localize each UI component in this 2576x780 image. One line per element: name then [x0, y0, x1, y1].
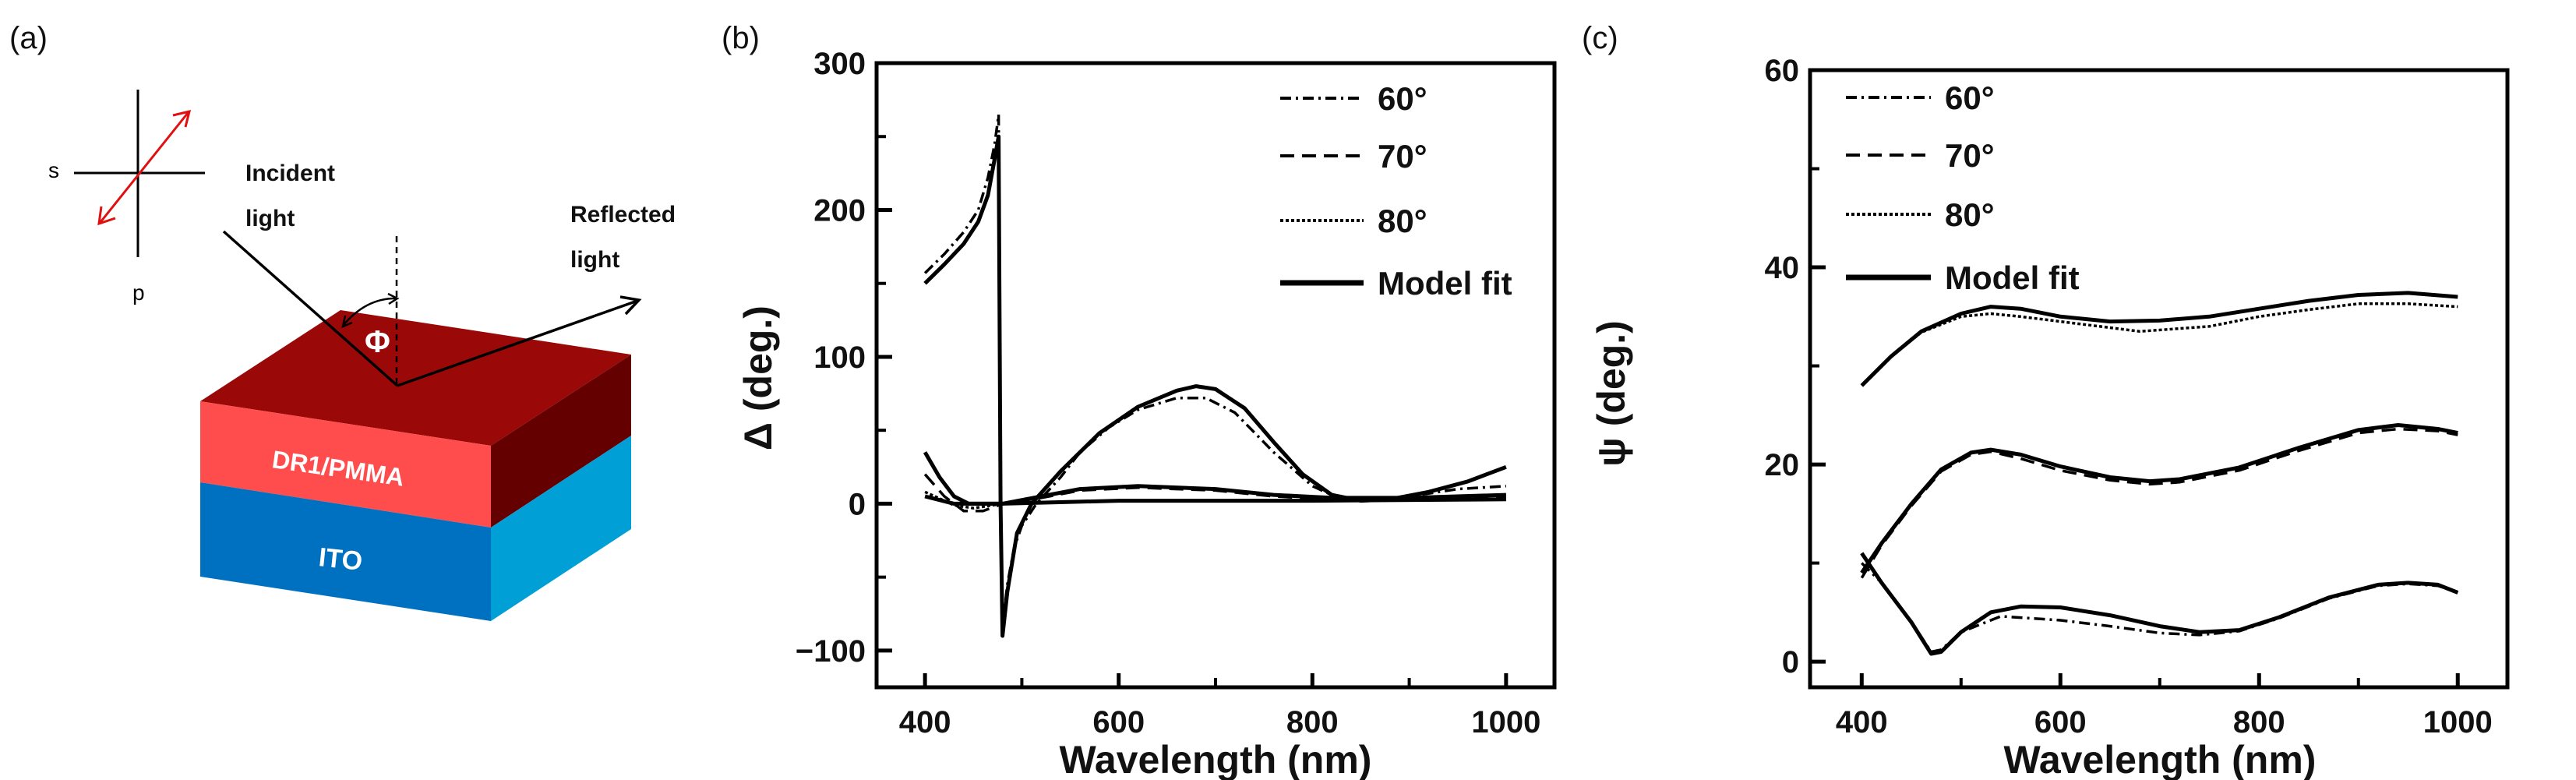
incident-light-label: Incident	[245, 161, 335, 186]
reflected-light-label: Reflected	[570, 202, 676, 228]
legend-label: 60°	[1378, 80, 1427, 117]
x-tick-label: 600	[1092, 705, 1145, 739]
y-tick-label: 0	[1782, 645, 1799, 679]
x-tick-label: 1000	[1471, 705, 1540, 739]
x-tick-label: 400	[1836, 705, 1888, 739]
p-label: p	[132, 281, 145, 305]
panel-label-b: (b)	[722, 21, 760, 55]
legend-label: 80°	[1378, 203, 1427, 239]
series-line-70deg	[1860, 427, 2458, 579]
y-tick-label: 200	[813, 193, 866, 228]
sample-stack: DR1/PMMA ITO	[200, 310, 631, 621]
legend-label: Model fit	[1945, 259, 2080, 296]
incident-ray	[222, 230, 399, 387]
legend-label: 70°	[1378, 138, 1427, 175]
x-tick-label: 800	[2233, 705, 2285, 739]
s-label: s	[48, 158, 59, 182]
light-rays	[222, 230, 642, 387]
ito-front-face	[200, 482, 491, 621]
psi-ylabel: ψ (deg.)	[1590, 320, 1633, 467]
plot-frame	[874, 61, 1557, 690]
panel-label-c: (c)	[1582, 21, 1618, 55]
series-line-60deg	[923, 113, 1507, 630]
delta-ylabel: Δ (deg.)	[736, 305, 780, 450]
incident-light-label-2: light	[245, 206, 295, 231]
psi-chart: 400 600 800 1000 0 20 40 60 60° 70° 80° Model fit	[1765, 54, 2510, 739]
y-tick-label: 40	[1765, 251, 1800, 285]
y-tick-label: 60	[1765, 54, 1800, 88]
series-line-model-fit	[924, 494, 1506, 506]
y-tick-label: −100	[796, 634, 866, 669]
legend-label: Model fit	[1378, 265, 1512, 302]
series-line-80deg	[1861, 302, 2458, 387]
y-tick-label: 100	[813, 341, 866, 375]
series-line-model-fit	[1860, 291, 2458, 387]
plot-frame	[1808, 68, 2510, 690]
y-tick-label: 20	[1765, 448, 1800, 482]
angle-phi-label: Φ	[365, 325, 390, 359]
panel-label-a: (a)	[9, 21, 48, 55]
x-tick-label: 600	[2034, 705, 2087, 739]
series-line-model-fit	[1860, 552, 2459, 656]
x-tick-label: 1000	[2423, 705, 2493, 739]
ellipsometry-diagram: s p Incident light Reflected light DR1/P…	[48, 90, 676, 621]
y-tick-label: 300	[813, 47, 866, 81]
legend-label: 80°	[1945, 196, 1995, 233]
legend-label: 60°	[1945, 79, 1995, 116]
series-line-60deg	[1861, 562, 2458, 654]
dr1-side-face	[491, 355, 631, 528]
legend-label: 70°	[1945, 137, 1995, 174]
series-line-model-fit	[1860, 423, 2458, 574]
arrowhead-icon	[619, 295, 642, 316]
ito-label: ITO	[317, 542, 364, 577]
psi-xlabel: Wavelength (nm)	[2004, 738, 2317, 780]
dr1-front-face	[200, 401, 491, 528]
angle-arc	[342, 297, 397, 326]
x-tick-label: 400	[899, 705, 951, 739]
delta-xlabel: Wavelength (nm)	[1060, 738, 1372, 780]
reflected-light-label-2: light	[570, 247, 619, 273]
delta-chart: 400 600 800 1000 −100 0 100 200 300 60° 70° 80° Mode…	[796, 47, 1557, 739]
x-tick-label: 800	[1286, 705, 1339, 739]
reflected-ray	[397, 299, 638, 387]
ito-side-face	[491, 436, 631, 621]
series-line-model-fit	[923, 451, 1506, 506]
polarization-arrow-icon	[97, 109, 192, 226]
y-tick-label: 0	[849, 487, 866, 521]
